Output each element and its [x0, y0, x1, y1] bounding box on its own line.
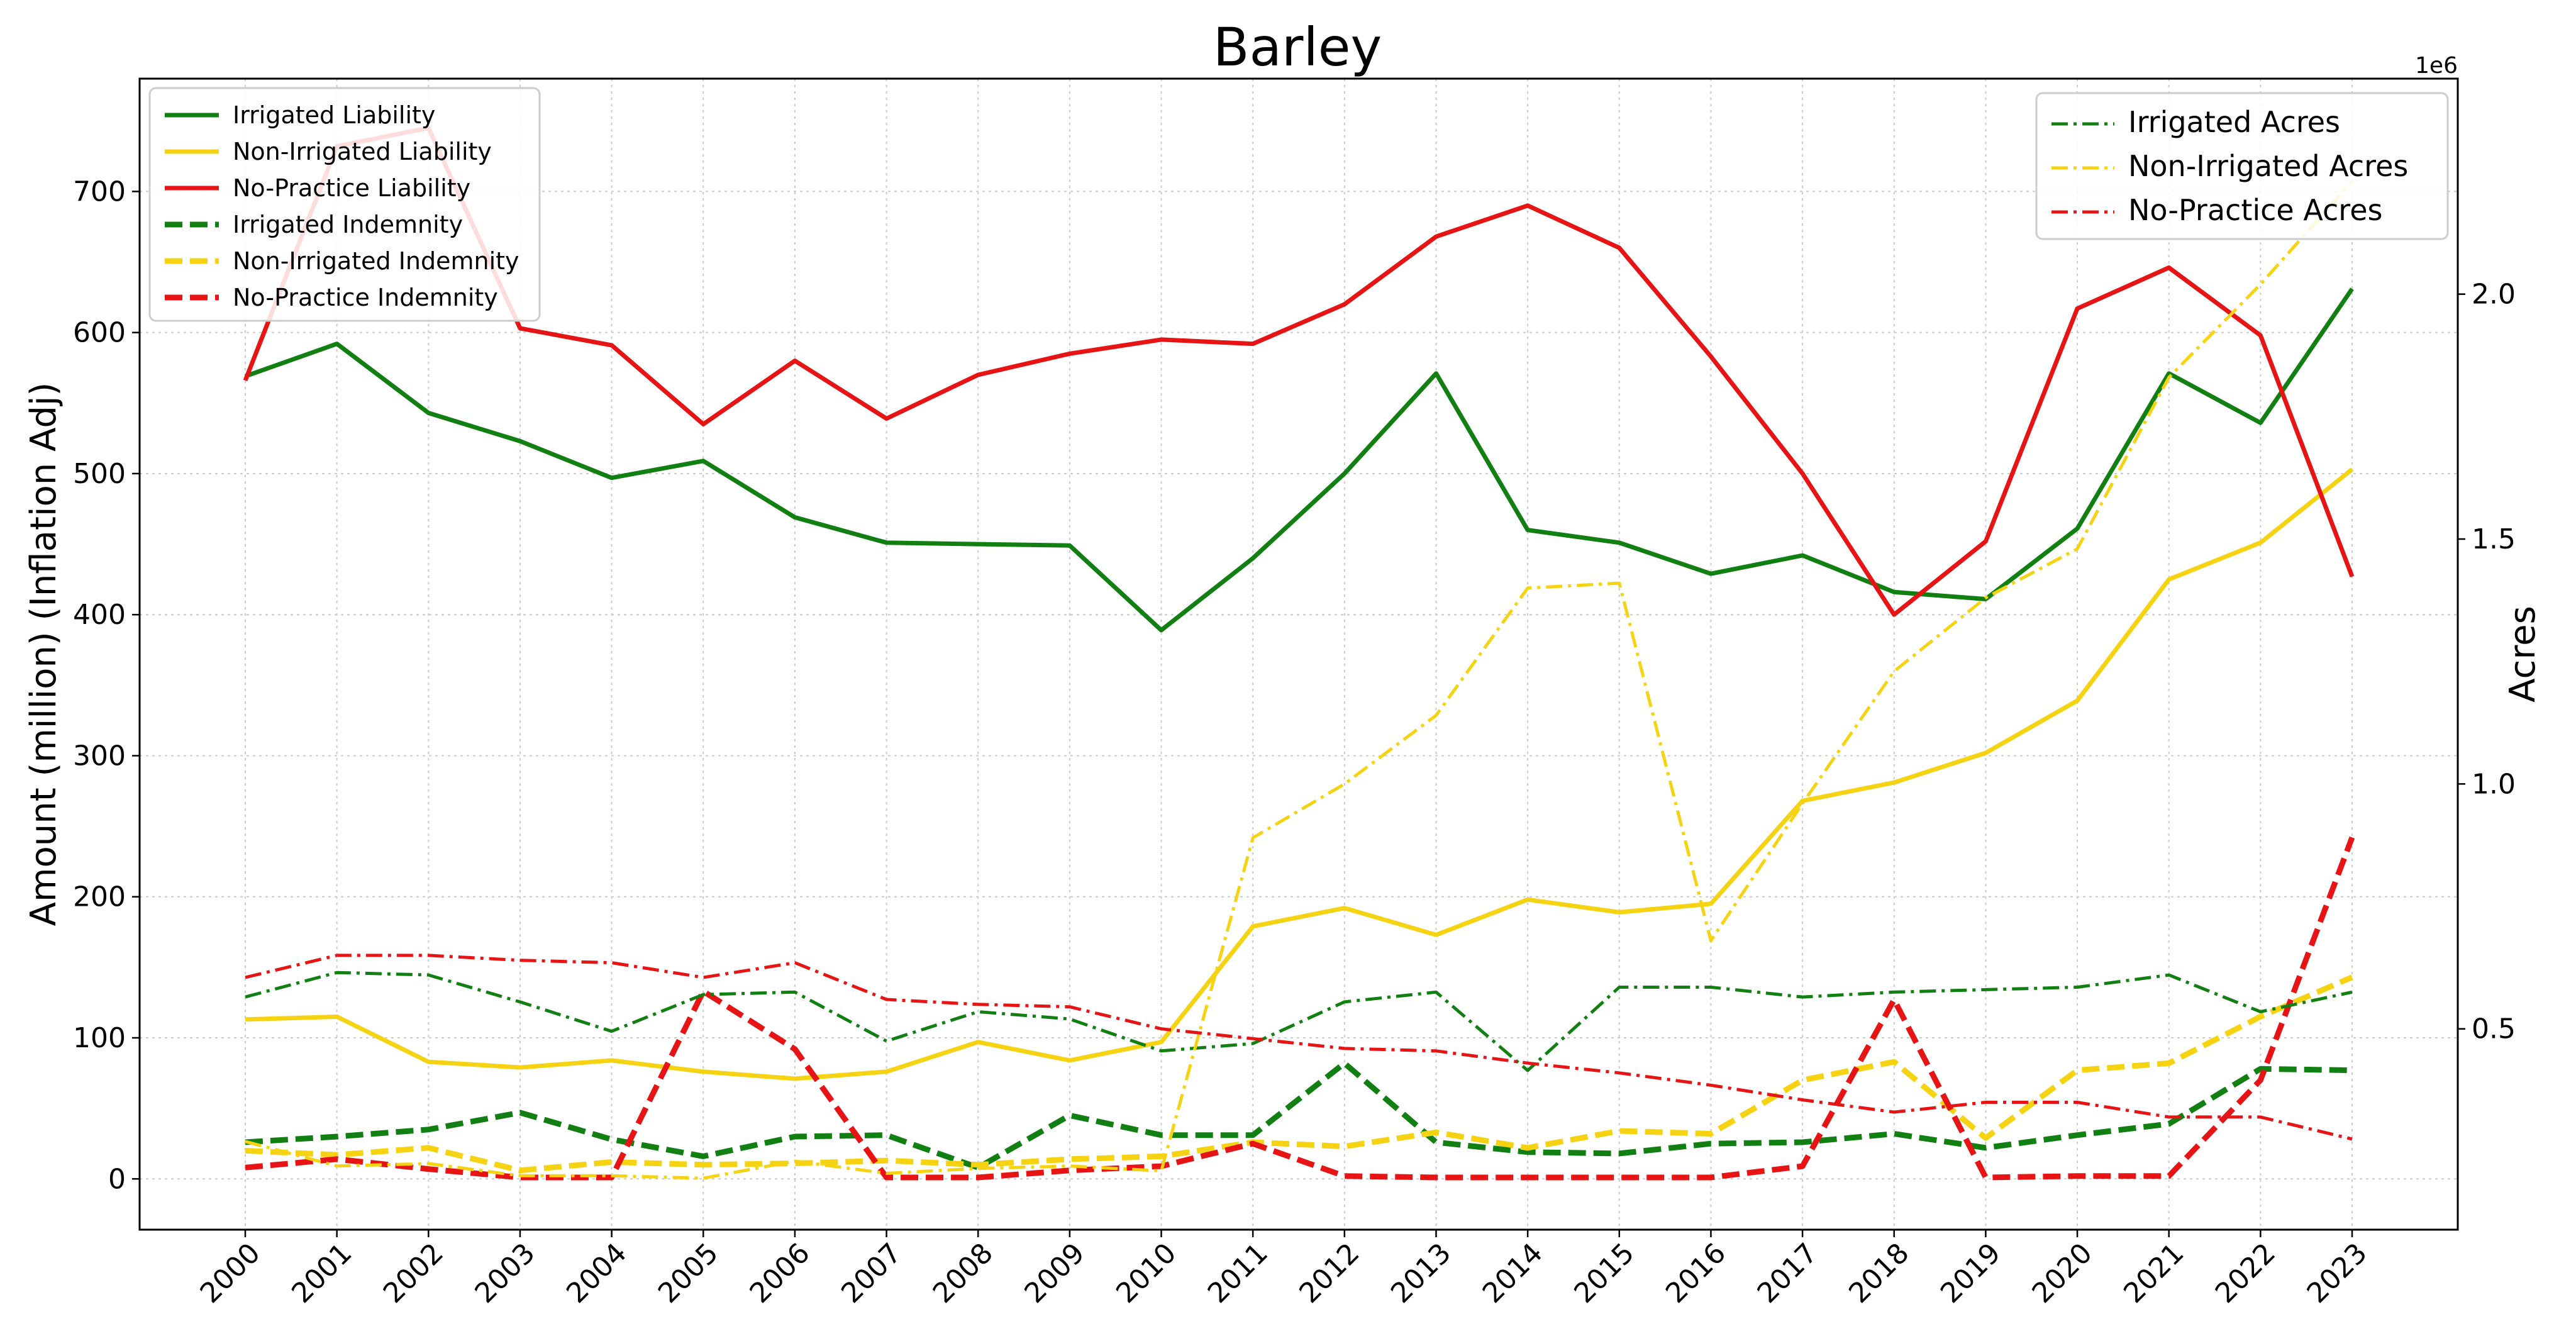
y-axis-title: Amount (million) (Inflation Adj)	[23, 382, 64, 926]
y2-tick-label: 1.5	[2472, 523, 2516, 555]
plot-frame	[138, 77, 2459, 1231]
legend-right: Irrigated Acres Non-Irrigated Acres No-Pra…	[2035, 92, 2449, 240]
series-line-non-irrigated-liability	[245, 467, 2354, 1081]
series-line-no-practice-liability	[243, 126, 2355, 617]
series-line-non-irrigated-acres	[245, 180, 2353, 1180]
legend-entry-label: Irrigated Acres	[2128, 105, 2340, 139]
y-tick-label: 600	[73, 317, 126, 349]
legend-entry-label: No-Practice Acres	[2128, 193, 2382, 227]
y2-axis-ticks: 0.5 1.0 1.5 2.0	[2458, 279, 2516, 1045]
series-line-irrigated-acres	[245, 971, 2353, 1072]
legend-entry-label: No-Practice Indemnity	[233, 284, 498, 311]
y-tick-label: 200	[73, 881, 126, 913]
y2-tick-label: 2.0	[2472, 279, 2516, 311]
legend-entry-label: Irrigated Liability	[233, 101, 435, 129]
legend-entry-label: Irrigated Indemnity	[233, 211, 463, 238]
series-line-non-irrigated-indemnity	[245, 974, 2353, 1174]
y-tick-label: 100	[73, 1022, 126, 1054]
legend-entry-label: Non-Irrigated Indemnity	[233, 247, 519, 275]
grid-lines	[140, 79, 2458, 1230]
series-lines	[243, 126, 2355, 1181]
series-line-no-practice-acres	[245, 954, 2353, 1141]
y-tick-label: 0	[108, 1163, 126, 1195]
y-tick-label: 400	[73, 599, 126, 631]
y-axis-ticks: 0 100 200 300 400 500 600 700	[73, 175, 140, 1195]
y2-offset-label: 1e6	[2415, 53, 2458, 79]
y-tick-label: 500	[73, 458, 126, 490]
y-tick-label: 700	[73, 175, 126, 208]
series-line-irrigated-indemnity	[245, 1060, 2353, 1171]
legend-box	[148, 87, 541, 322]
legend-entry-label: Non-Irrigated Liability	[233, 138, 492, 165]
y-tick-label: 300	[73, 740, 126, 772]
legend-entry-label: No-Practice Liability	[233, 174, 470, 202]
y2-tick-label: 1.0	[2472, 768, 2516, 800]
y2-axis-title: Acres	[2502, 606, 2543, 703]
legend-entry-label: Non-Irrigated Acres	[2128, 149, 2408, 183]
legend-left: Irrigated Liability Non-Irrigated Liabili…	[148, 87, 541, 322]
series-line-irrigated-liability	[244, 287, 2354, 633]
legend-box	[2035, 92, 2449, 240]
chart-title: Barley	[1213, 16, 1382, 78]
y2-tick-label: 0.5	[2472, 1013, 2516, 1045]
series-line-no-practice-indemnity	[245, 836, 2355, 1181]
